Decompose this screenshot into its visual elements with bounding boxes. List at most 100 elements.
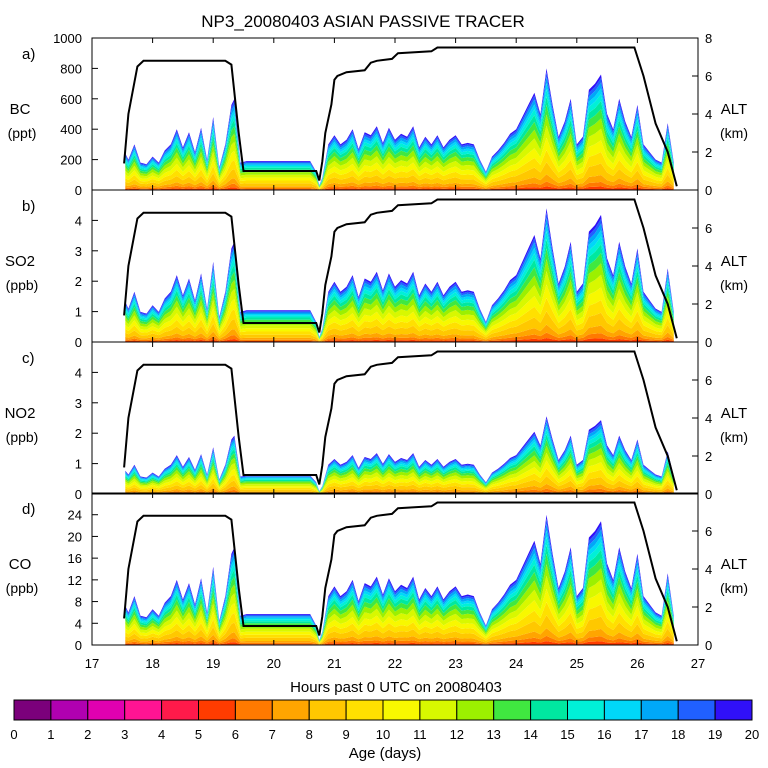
y-tick-label: 600 [60, 92, 82, 107]
age-band-11 [125, 452, 674, 493]
y2-tick-label: 4 [705, 411, 712, 426]
y2-axis-label: ALT [721, 101, 747, 118]
colorbar-tick-label: 12 [450, 727, 464, 742]
age-band-13 [125, 248, 674, 339]
x-tick-label: 27 [691, 656, 705, 671]
colorbar-tick-label: 15 [560, 727, 574, 742]
colorbar-tick-label: 3 [121, 727, 128, 742]
age-band-14 [125, 544, 674, 642]
colorbar-tick-label: 8 [306, 727, 313, 742]
age-band-8 [125, 311, 674, 342]
figure-title: NP3_20080403 ASIAN PASSIVE TRACER [201, 12, 525, 31]
y2-tick-label: 2 [705, 449, 712, 464]
age-band-7 [125, 483, 674, 494]
altitude-line [123, 198, 678, 339]
y2-tick-label: 0 [705, 335, 712, 350]
y-axis-label: BC [10, 101, 31, 118]
colorbar-tick-label: 18 [671, 727, 685, 742]
x-tick-label: 26 [630, 656, 644, 671]
age-band-14 [125, 239, 674, 339]
colorbar-swatch-5 [198, 699, 236, 721]
y-tick-label: 3 [75, 396, 82, 411]
colorbar-swatch-9 [345, 699, 384, 721]
y-tick-label: 16 [68, 551, 82, 566]
age-band-15 [125, 536, 674, 642]
age-band-14 [125, 96, 674, 187]
y-axis-label: NO2 [5, 405, 36, 422]
y2-axis-unit: (km) [720, 125, 748, 141]
y2-tick-label: 6 [705, 524, 712, 539]
colorbar-swatch-11 [419, 699, 458, 721]
age-band-9 [125, 297, 674, 341]
y-tick-label: 1 [75, 305, 82, 320]
age-band-10 [125, 284, 674, 341]
y-tick-label: 800 [60, 61, 82, 76]
y2-axis-unit: (km) [720, 277, 748, 293]
y2-tick-label: 4 [705, 562, 712, 577]
x-tick-label: 22 [388, 656, 402, 671]
y2-tick-label: 0 [705, 638, 712, 653]
age-band-7 [125, 174, 674, 190]
age-band-13 [125, 104, 674, 188]
y-tick-label: 4 [75, 616, 82, 631]
y-tick-label: 3 [75, 244, 82, 259]
x-tick-label: 21 [327, 656, 341, 671]
colorbar-swatch-4 [161, 699, 200, 721]
y-tick-label: 400 [60, 122, 82, 137]
y2-axis-unit: (km) [720, 429, 748, 445]
y2-tick-label: 6 [705, 221, 712, 236]
colorbar-swatch-12 [456, 699, 495, 721]
y2-tick-label: 8 [705, 31, 712, 46]
colorbar-swatch-14 [530, 699, 568, 721]
colorbar-swatch-6 [234, 699, 273, 721]
y2-tick-label: 4 [705, 259, 712, 274]
y2-tick-label: 2 [705, 145, 712, 160]
colorbar-swatch-18 [677, 699, 716, 721]
age-band-11 [125, 575, 674, 643]
colorbar-swatch-13 [493, 699, 532, 721]
y2-axis-label: ALT [721, 253, 747, 270]
colorbar-tick-label: 2 [84, 727, 91, 742]
colorbar: 0 1 2 3 4 5 6 7 8 9 10 11 12 13 14 15 16 17 18 19 20 [10, 699, 759, 742]
colorbar-tick-label: 9 [342, 727, 349, 742]
panel-letter: d) [22, 501, 35, 518]
x-axis: 17 18 19 20 21 22 23 24 25 26 27 [85, 656, 705, 671]
age-band-12 [125, 564, 674, 643]
colorbar-tick-label: 4 [158, 727, 165, 742]
age-band-9 [125, 602, 674, 644]
y-axis-unit: (ppb) [6, 580, 39, 596]
y-tick-label: 2 [75, 274, 82, 289]
y2-axis-label: ALT [721, 556, 747, 573]
age-band-6 [125, 181, 674, 190]
colorbar-tick-label: 1 [47, 727, 54, 742]
colorbar-tick-label: 7 [269, 727, 276, 742]
y-tick-label: 4 [75, 213, 82, 228]
x-tick-label: 20 [267, 656, 281, 671]
y2-tick-label: 6 [705, 373, 712, 388]
altitude-line [123, 350, 678, 491]
y2-tick-label: 0 [705, 183, 712, 198]
colorbar-swatch-8 [308, 699, 347, 721]
altitude-line [123, 501, 678, 642]
y2-tick-label: 0 [705, 487, 712, 502]
colorbar-tick-label: 6 [232, 727, 239, 742]
age-band-14 [125, 434, 674, 492]
age-band-7 [125, 324, 674, 342]
y-tick-label: 12 [68, 573, 82, 588]
y2-tick-label: 2 [705, 600, 712, 615]
colorbar-swatch-0 [13, 699, 52, 721]
age-band-11 [125, 125, 674, 188]
age-band-10 [125, 460, 674, 493]
age-band-9 [125, 468, 674, 494]
colorbar-tick-label: 17 [634, 727, 648, 742]
x-axis-label: Hours past 0 UTC on 20080403 [290, 679, 502, 696]
age-band-6 [125, 635, 674, 645]
y-tick-label: 0 [75, 335, 82, 350]
y-tick-label: 1 [75, 457, 82, 472]
colorbar-swatch-15 [567, 699, 605, 721]
age-band-15 [125, 231, 674, 339]
age-band-13 [125, 439, 674, 493]
panel-letter: b) [22, 198, 35, 215]
colorbar-swatch-2 [87, 699, 126, 721]
y-axis-label: CO [9, 556, 32, 573]
